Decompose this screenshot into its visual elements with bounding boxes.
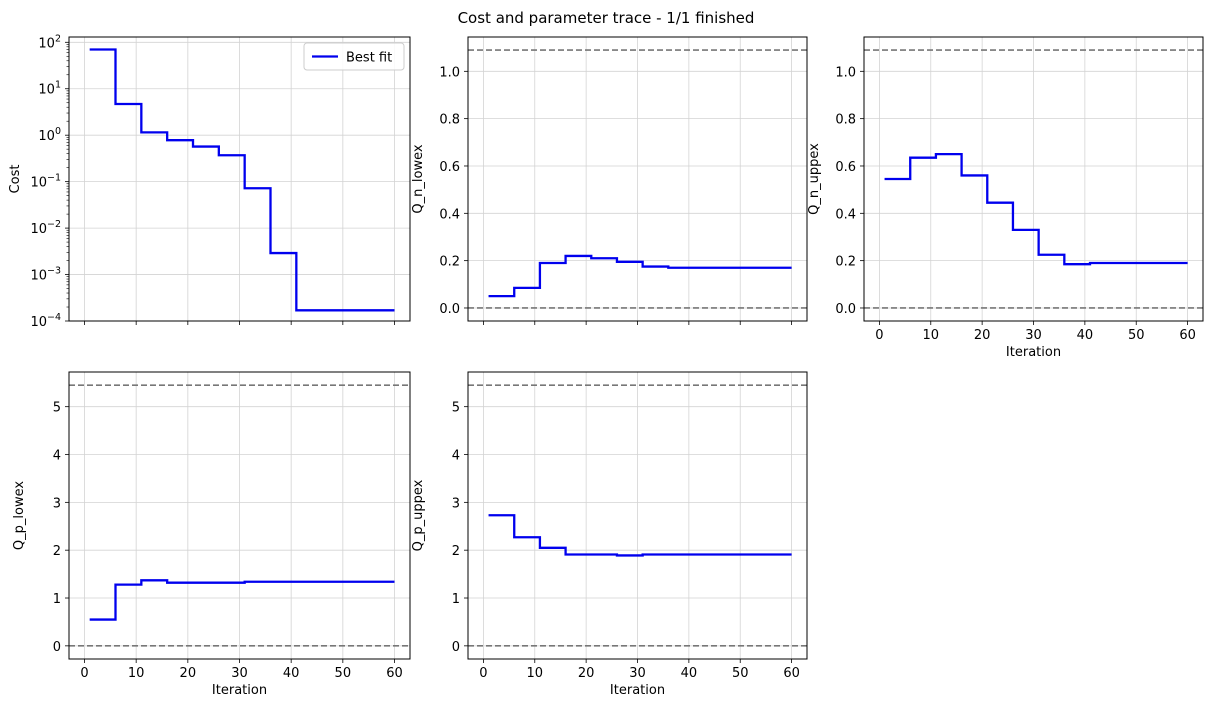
- x-tick-label: 20: [974, 328, 991, 343]
- y-tick-base: 10: [30, 176, 47, 191]
- x-tick-label: 60: [1179, 328, 1196, 343]
- y-tick-label: 0.4: [835, 207, 856, 222]
- y-tick-label: 0.4: [439, 207, 460, 222]
- series-line-best-fit: [884, 153, 1188, 266]
- axes-frame: [68, 371, 411, 660]
- y-tick-label: 3: [452, 496, 460, 511]
- subplot-q_n_lowex: 0.0 0.2 0.4 0.6 0.8 1.0 Q_n_lowex: [411, 36, 808, 325]
- y-tick-label: 0.8: [835, 113, 856, 128]
- x-axis-label: Iteration: [1006, 345, 1061, 360]
- x-tick-label: 40: [681, 666, 698, 681]
- figure-title: Cost and parameter trace - 1/1 finished: [458, 9, 755, 27]
- y-tick-label: 1: [452, 592, 460, 607]
- series-line-best-fit: [89, 579, 395, 621]
- axes-frame: [467, 371, 808, 660]
- series-line-best-fit: [89, 48, 395, 312]
- axes-frame: [467, 36, 808, 322]
- x-tick-label: 40: [283, 666, 300, 681]
- y-tick-label: 10−3: [30, 266, 61, 284]
- y-tick-label: 4: [452, 449, 460, 464]
- y-tick-label: 0.8: [439, 113, 460, 128]
- y-tick-label: 1.0: [835, 65, 856, 80]
- subplot-q_p_lowex: 0 10 20 30 40 50 60 0 1 2 3 4 5 Q_p_lowex Iteration: [12, 371, 411, 698]
- y-tick-label: 10−1: [30, 173, 61, 191]
- x-axis-label: Iteration: [212, 683, 267, 698]
- y-tick-exponent: 2: [55, 33, 61, 44]
- y-tick-base: 10: [38, 83, 55, 98]
- y-tick-label: 0.6: [835, 160, 856, 175]
- x-tick-label: 0: [479, 666, 487, 681]
- subplot-q_n_uppex: 0 10 20 30 40 50 60 0.0 0.2 0.4 0.6 0.8 1.0 Q_n_uppex…: [807, 36, 1204, 360]
- x-tick-label: 30: [629, 666, 646, 681]
- x-tick-label: 10: [128, 666, 145, 681]
- axes-frame: [68, 36, 411, 322]
- y-tick-label: 100: [38, 126, 61, 144]
- y-tick-base: 10: [38, 36, 55, 51]
- series-line-best-fit: [488, 514, 792, 557]
- y-axis-label: Q_n_lowex: [411, 144, 426, 213]
- x-tick-label: 0: [80, 666, 88, 681]
- legend-label: Best fit: [346, 51, 392, 66]
- x-tick-label: 10: [922, 328, 939, 343]
- y-tick-label: 102: [38, 33, 61, 51]
- x-axis-label: Iteration: [610, 683, 665, 698]
- x-tick-label: 60: [783, 666, 800, 681]
- y-tick-exponent: −4: [47, 312, 61, 323]
- y-tick-label: 4: [53, 449, 61, 464]
- y-tick-base: 10: [30, 222, 47, 237]
- y-axis-label: Cost: [8, 165, 23, 194]
- y-tick-exponent: 1: [55, 80, 61, 91]
- x-tick-label: 40: [1077, 328, 1094, 343]
- y-tick-label: 0.2: [835, 255, 856, 270]
- y-axis-label: Q_n_uppex: [807, 143, 822, 215]
- y-tick-label: 0.0: [835, 302, 856, 317]
- y-tick-label: 0.0: [439, 302, 460, 317]
- y-tick-label: 5: [53, 401, 61, 416]
- y-axis-label: Q_p_uppex: [411, 479, 426, 551]
- y-tick-exponent: 0: [55, 126, 61, 137]
- y-tick-label: 1: [53, 592, 61, 607]
- y-tick-label: 5: [452, 401, 460, 416]
- y-tick-label: 0.2: [439, 255, 460, 270]
- legend-box: [303, 42, 405, 71]
- y-tick-base: 10: [38, 129, 55, 144]
- y-tick-label: 2: [53, 544, 61, 559]
- legend: Best fit: [303, 42, 405, 71]
- x-tick-label: 50: [1128, 328, 1145, 343]
- y-tick-label: 0: [452, 640, 460, 655]
- series-line-best-fit: [488, 254, 792, 298]
- y-tick-label: 0: [53, 640, 61, 655]
- x-tick-label: 10: [526, 666, 543, 681]
- y-tick-label: 0.6: [439, 160, 460, 175]
- x-tick-label: 30: [231, 666, 248, 681]
- y-tick-label: 1.0: [439, 65, 460, 80]
- x-tick-label: 20: [578, 666, 595, 681]
- y-tick-base: 10: [30, 269, 47, 284]
- y-tick-label: 10−4: [30, 312, 61, 330]
- x-tick-label: 30: [1025, 328, 1042, 343]
- x-tick-label: 50: [732, 666, 749, 681]
- y-axis-label: Q_p_lowex: [12, 481, 27, 550]
- y-tick-label: 101: [38, 80, 61, 98]
- x-tick-label: 60: [386, 666, 403, 681]
- y-tick-exponent: −3: [47, 266, 61, 277]
- x-tick-label: 20: [180, 666, 197, 681]
- y-tick-label: 2: [452, 544, 460, 559]
- y-tick-base: 10: [30, 315, 47, 330]
- y-tick-label: 10−2: [30, 219, 61, 237]
- x-tick-label: 0: [875, 328, 883, 343]
- subplot-q_p_uppex: 0 10 20 30 40 50 60 0 1 2 3 4 5 Q_p_uppex Iteration: [411, 371, 808, 698]
- y-tick-exponent: −2: [47, 219, 61, 230]
- y-tick-exponent: −1: [47, 173, 61, 184]
- x-tick-label: 50: [335, 666, 352, 681]
- axes-frame: [863, 36, 1204, 322]
- y-tick-label: 3: [53, 496, 61, 511]
